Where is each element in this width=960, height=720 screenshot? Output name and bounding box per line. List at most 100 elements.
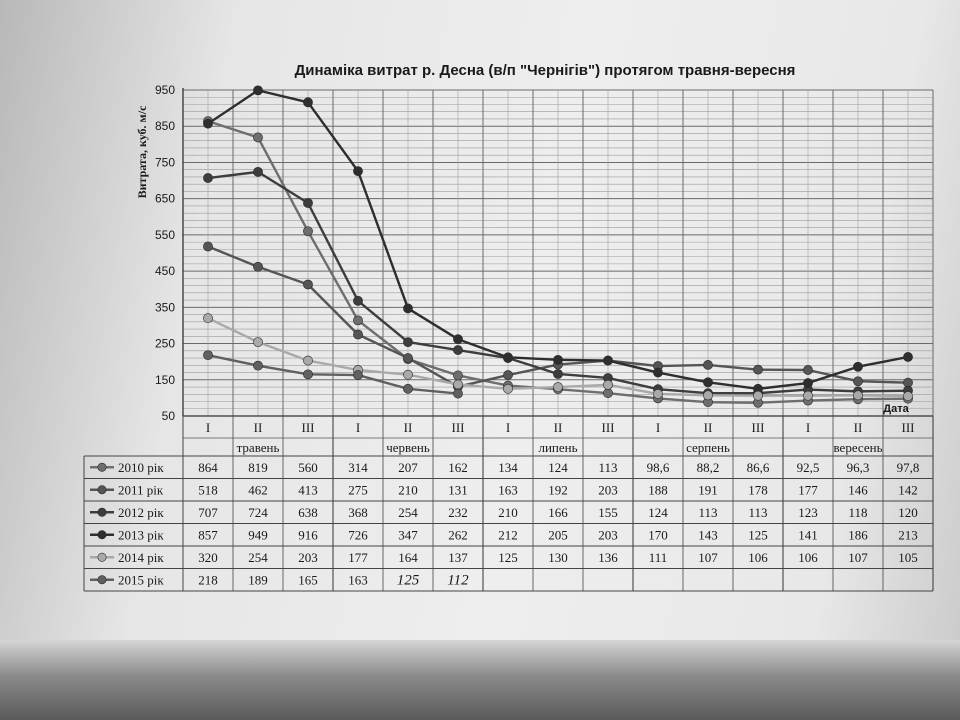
decade-label: II	[554, 420, 563, 435]
table-cell: 314	[348, 460, 368, 475]
y-tick-label: 150	[155, 373, 175, 387]
legend-label: 2012 рік	[118, 505, 164, 520]
table-cell: 134	[498, 460, 518, 475]
table-cell: 205	[548, 527, 568, 542]
series-point	[253, 337, 263, 348]
y-tick-label: 250	[155, 337, 175, 351]
table-cell: 137	[448, 550, 468, 565]
series-point	[303, 97, 313, 108]
table-cell: 864	[198, 460, 218, 475]
series-point	[303, 198, 313, 208]
series-point	[203, 350, 213, 361]
table-cell: 210	[498, 505, 518, 520]
series-point	[553, 369, 563, 379]
table-cell: 726	[348, 527, 368, 542]
table-cell: 136	[598, 550, 618, 565]
series-point	[603, 388, 613, 399]
legend-label: 2014 рік	[118, 550, 164, 565]
series-point	[803, 390, 813, 401]
month-label: липень	[538, 440, 577, 455]
series-point	[853, 361, 863, 372]
series-point	[403, 353, 413, 363]
table-cell: 188	[648, 482, 668, 497]
table-cell: 125	[748, 527, 768, 542]
series-point	[853, 376, 863, 387]
decade-label: I	[206, 420, 210, 435]
series-point	[703, 390, 713, 401]
table-cell: 232	[448, 505, 468, 520]
series-point	[253, 132, 263, 143]
table-cell: 124	[648, 505, 668, 520]
series-point	[303, 369, 313, 380]
table-cell: 105	[898, 550, 918, 565]
series-point	[603, 379, 613, 390]
table-cell: 130	[548, 550, 568, 565]
series-point	[553, 382, 563, 392]
decade-label: III	[302, 420, 315, 435]
table-cell: 178	[748, 482, 768, 497]
series-point	[453, 334, 463, 345]
series-point	[453, 388, 463, 399]
y-tick-label: 650	[155, 192, 175, 206]
series-point	[903, 391, 913, 401]
table-cell: 124	[548, 460, 568, 475]
month-label: серпень	[686, 440, 730, 455]
table-cell: 142	[898, 482, 918, 497]
series-point	[203, 173, 213, 183]
series-point	[853, 390, 863, 401]
series-point	[503, 370, 513, 380]
series-point	[303, 226, 313, 237]
table-cell: 916	[298, 527, 318, 542]
series-point	[253, 261, 263, 272]
table-cell: 518	[198, 482, 218, 497]
series-point	[203, 241, 213, 252]
series-point	[303, 355, 313, 366]
series-point	[403, 337, 413, 348]
legend-swatch-marker	[97, 552, 107, 562]
decade-label: I	[506, 420, 510, 435]
table-cell: 949	[248, 527, 268, 542]
decade-label: III	[752, 420, 765, 435]
table-cell: 141	[798, 527, 818, 542]
decade-label: III	[452, 420, 465, 435]
table-cell: 707	[198, 505, 218, 520]
series-point	[253, 166, 263, 177]
legend-label: 2015 рік	[118, 572, 164, 587]
series-point	[603, 355, 613, 366]
decade-label: III	[602, 420, 615, 435]
table-cell: 213	[898, 527, 918, 542]
decade-label: I	[656, 420, 660, 435]
y-tick-labels: 50 150 250 350 450 550 650 750 850 950	[155, 83, 175, 423]
decade-label: I	[356, 420, 360, 435]
series-point	[253, 360, 263, 371]
series-point	[353, 370, 363, 380]
table-cell: 97,8	[897, 460, 920, 475]
table-cell: 207	[398, 460, 418, 475]
table-cell: 86,6	[747, 460, 770, 475]
table-cell: 462	[248, 482, 268, 497]
desk-background	[0, 640, 960, 720]
series-point	[803, 378, 813, 388]
legend-swatch-marker	[97, 462, 107, 472]
table-cell: 262	[448, 527, 468, 542]
table-cell: 320	[198, 550, 218, 565]
table-cell: 210	[398, 482, 418, 497]
table-cell: 212	[498, 527, 518, 542]
table-cell: 638	[298, 505, 318, 520]
table-cell: 106	[798, 550, 818, 565]
series-point	[353, 166, 363, 177]
y-tick-label: 750	[155, 155, 175, 169]
series-point	[653, 389, 663, 399]
y-tick-label: 850	[155, 119, 175, 133]
table-cell: 192	[548, 482, 568, 497]
month-label: вересень	[833, 440, 882, 455]
legend-swatch-marker	[97, 507, 107, 517]
table-cell: 118	[848, 505, 867, 520]
table-cell: 368	[348, 505, 368, 520]
legend-label: 2011 рік	[118, 482, 164, 497]
table-cell: 106	[748, 550, 768, 565]
legend-swatch-marker	[97, 530, 107, 540]
table-cell: 819	[248, 460, 268, 475]
y-tick-label: 450	[155, 264, 175, 278]
